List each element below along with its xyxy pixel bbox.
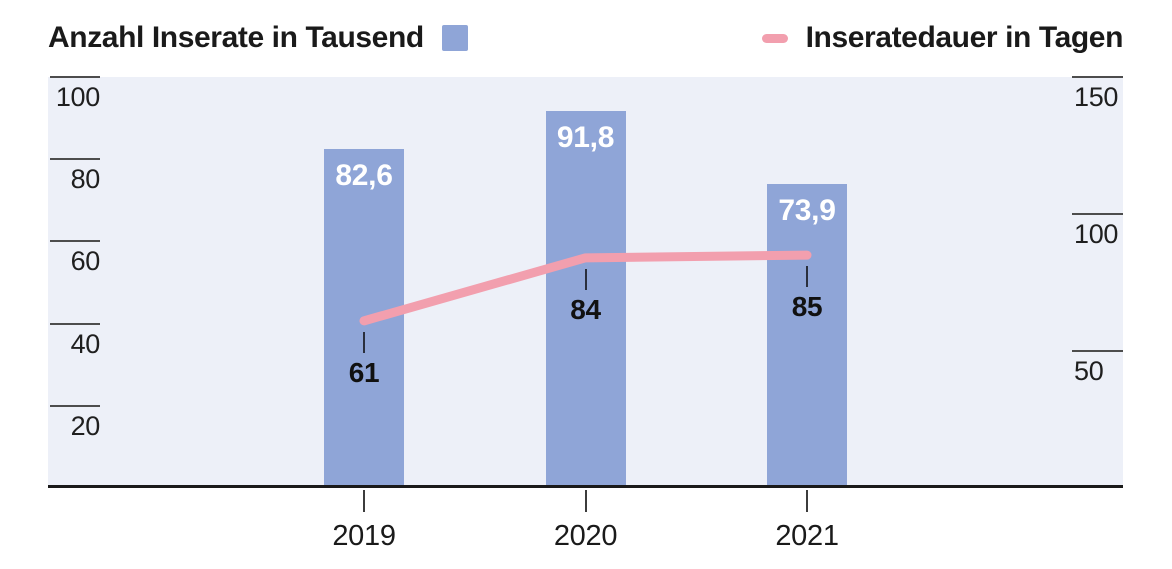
x-axis-tick [806, 490, 808, 512]
plot-area: 100 80 60 40 20 150 100 50 82,6 91,8 73,9 61 84 85 [48, 76, 1123, 488]
left-axis-tick-label: 100 [55, 82, 100, 112]
left-axis-tick [50, 322, 100, 325]
x-axis-label-2019: 2019 [332, 520, 396, 552]
legend-line-series: Inseratedauer in Tagen [761, 14, 1124, 62]
legend-line-series-label: Inseratedauer in Tagen [805, 21, 1124, 54]
left-axis-tick [50, 158, 100, 161]
x-axis-tick [363, 490, 365, 512]
left-axis-tick-label: 40 [70, 328, 101, 359]
left-axis-tick [50, 404, 100, 407]
line-series-swatch-icon [761, 33, 788, 43]
x-axis-label-2020: 2020 [553, 520, 618, 552]
left-axis-tick [50, 76, 100, 78]
left-axis-tick-label: 80 [70, 164, 101, 195]
bar-value-label: 73,9 [778, 194, 836, 228]
left-axis-tick-label: 60 [70, 246, 101, 277]
bar-value-label: 82,6 [335, 158, 393, 192]
line-value-leader [806, 266, 808, 288]
bar-2020: 91,8 [545, 110, 626, 488]
line-value-label: 85 [791, 291, 823, 323]
bar-value-label: 91,8 [556, 120, 615, 154]
line-value-leader [363, 331, 365, 353]
x-axis-baseline [48, 485, 1123, 488]
right-axis-tick [1072, 350, 1123, 352]
legend-bar-series: Anzahl Inserate in Tausend [48, 14, 468, 62]
bar-series-swatch-icon [441, 25, 468, 51]
line-value-label: 61 [348, 356, 380, 388]
left-axis-tick-label: 20 [70, 410, 101, 441]
line-value-leader [584, 268, 587, 290]
bar-2021: 73,9 [767, 184, 847, 488]
right-axis-tick [1072, 76, 1123, 78]
right-axis-tick-label: 150 [1074, 82, 1119, 112]
x-axis-tick [584, 490, 587, 512]
line-series [359, 250, 812, 326]
right-axis-tick [1072, 213, 1123, 215]
line-value-label: 84 [570, 293, 601, 325]
right-axis-tick-label: 100 [1074, 219, 1119, 249]
left-axis-tick [50, 240, 100, 243]
x-axis: 2019 2020 2021 [48, 488, 1123, 569]
x-axis-label-2021: 2021 [775, 520, 839, 552]
right-axis-tick-label: 50 [1074, 356, 1104, 386]
legend-bar-series-label: Anzahl Inserate in Tausend [48, 21, 424, 54]
line-series-path [359, 250, 812, 326]
